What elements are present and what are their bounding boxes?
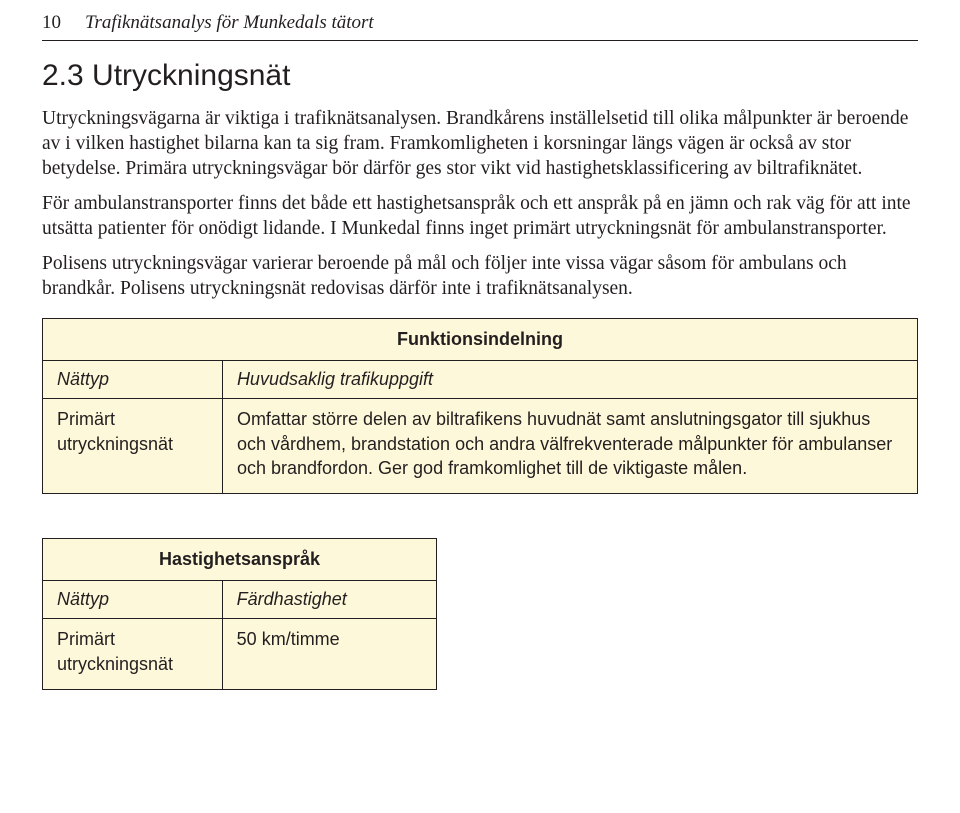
table-column-header: Huvudsaklig trafikuppgift [222, 360, 917, 398]
page-number: 10 [42, 12, 61, 34]
table-cell-label: Primärt utryckningsnät [43, 619, 223, 690]
header-rule [42, 40, 918, 41]
body-paragraph: Utryckningsvägarna är viktiga i trafiknä… [42, 107, 918, 182]
tables-wrap: Funktionsindelning Nättyp Huvudsaklig tr… [42, 318, 918, 690]
table-row: Hastighetsanspråk [43, 539, 437, 581]
table-cell-label: Primärt utryckningsnät [43, 398, 223, 493]
table-column-header: Nättyp [43, 581, 223, 619]
table-cell-value: Omfattar större delen av biltrafikens hu… [222, 398, 917, 493]
table-hastighetsansprak: Hastighetsanspråk Nättyp Färdhastighet P… [42, 538, 437, 690]
body-paragraph: Polisens utryckningsvägar varierar beroe… [42, 252, 918, 302]
table-column-header: Nättyp [43, 360, 223, 398]
page: 10 Trafiknätsanalys för Munkedals tätort… [0, 0, 960, 813]
table-funktionsindelning: Funktionsindelning Nättyp Huvudsaklig tr… [42, 318, 918, 494]
running-header: 10 Trafiknätsanalys för Munkedals tätort [42, 12, 918, 34]
table-row: Nättyp Huvudsaklig trafikuppgift [43, 360, 918, 398]
table-row: Primärt utryckningsnät Omfattar större d… [43, 398, 918, 493]
table-cell-value: 50 km/timme [222, 619, 436, 690]
table-row: Primärt utryckningsnät 50 km/timme [43, 619, 437, 690]
table-column-header: Färdhastighet [222, 581, 436, 619]
table-row: Nättyp Färdhastighet [43, 581, 437, 619]
running-title: Trafiknätsanalys för Munkedals tätort [85, 12, 374, 34]
body-paragraph: För ambulanstransporter finns det både e… [42, 192, 918, 242]
section-heading: 2.3 Utryckningsnät [42, 59, 918, 93]
table-title: Funktionsindelning [43, 318, 918, 360]
table-title: Hastighetsanspråk [43, 539, 437, 581]
table-row: Funktionsindelning [43, 318, 918, 360]
